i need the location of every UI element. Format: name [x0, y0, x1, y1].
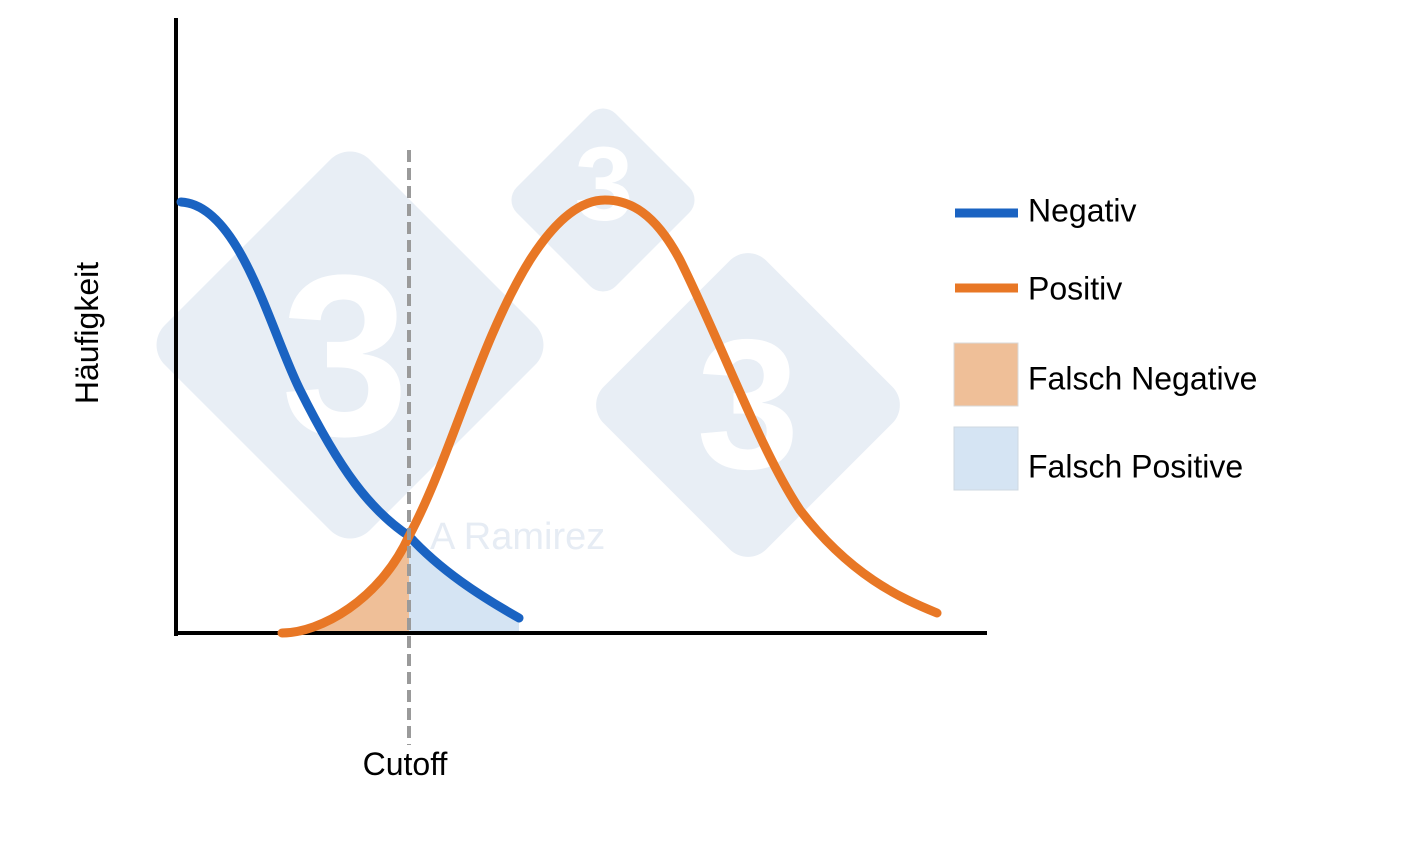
cutoff-label: Cutoff: [363, 746, 448, 782]
legend-falsch-negative-label: Falsch Negative: [1028, 360, 1257, 396]
legend-falsch-positive-label: Falsch Positive: [1028, 448, 1243, 484]
negativ-curve: [176, 197, 524, 623]
legend: Negativ Positiv Falsch Negative Falsch P…: [953, 192, 1257, 491]
falsch-negative-area: [282, 536, 409, 633]
watermark-author: A Ramirez: [430, 516, 605, 558]
legend-negativ-label: Negativ: [1028, 192, 1137, 228]
legend-falsch-negative-swatch: [953, 342, 1019, 407]
legend-falsch-positive-swatch: [953, 426, 1019, 491]
legend-positiv-label: Positiv: [1028, 270, 1122, 306]
watermark-glyph-left: 3: [281, 227, 409, 484]
watermark-glyph-top: 3: [575, 126, 633, 243]
y-axis-label: Häufigkeit: [69, 262, 105, 404]
